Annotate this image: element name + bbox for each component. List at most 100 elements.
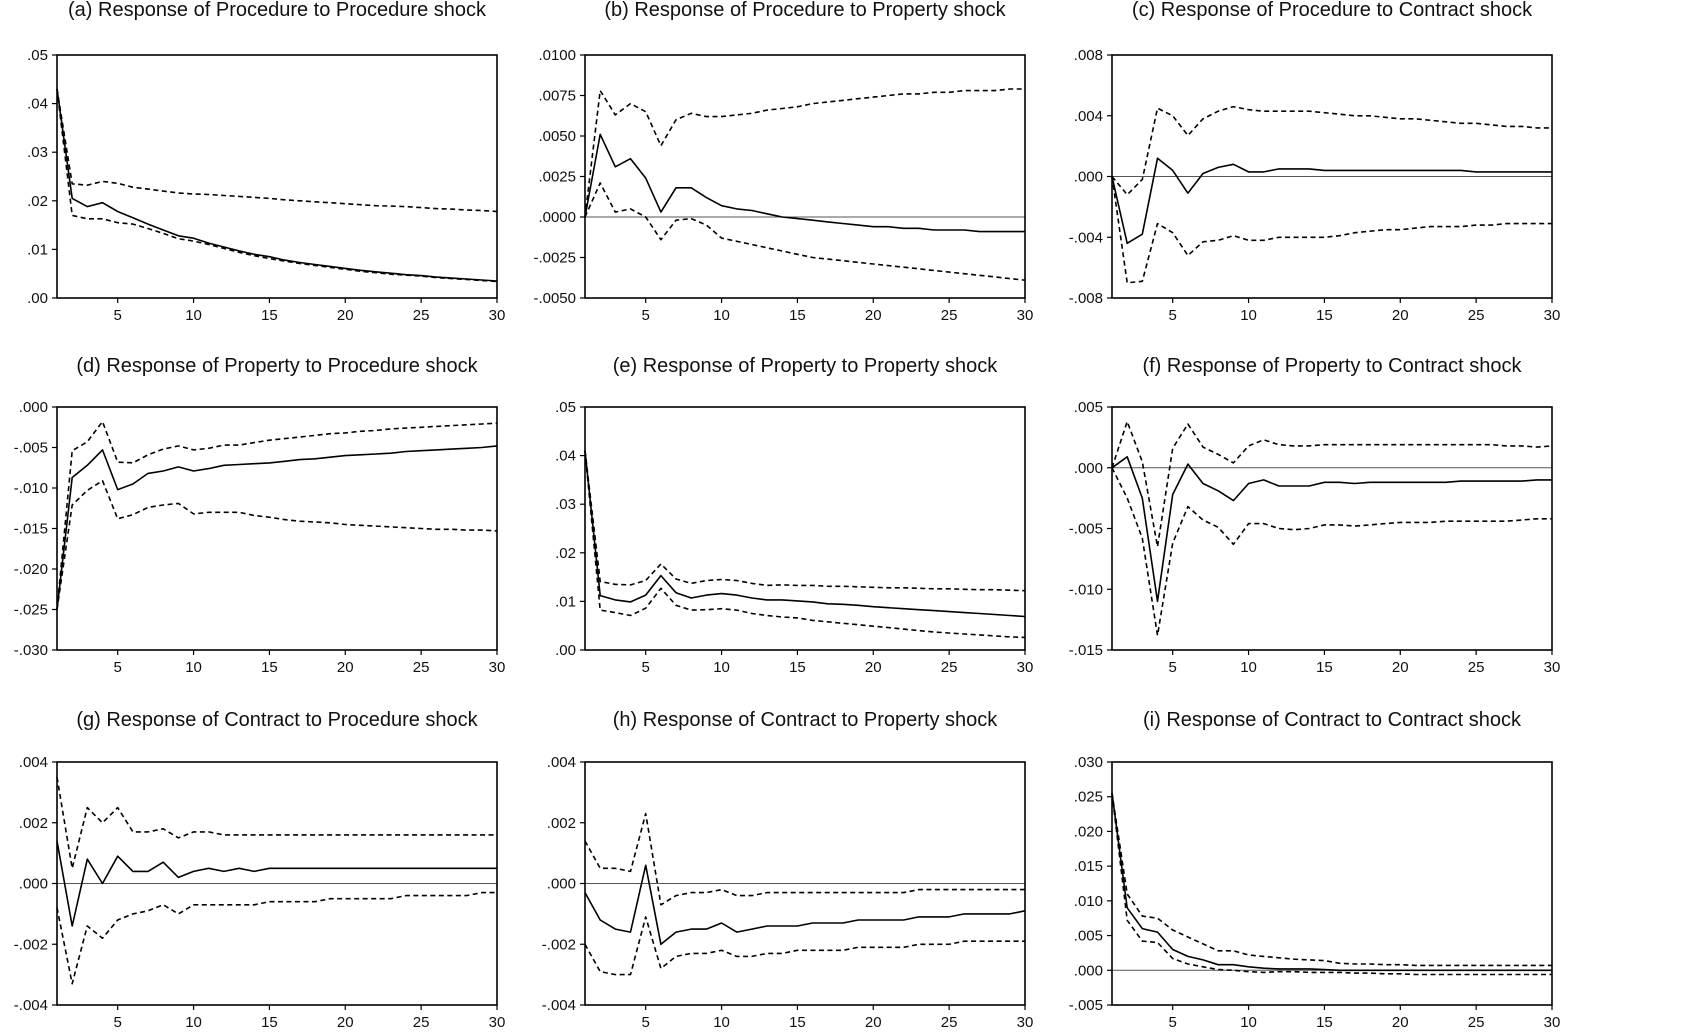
x-tick-label: 15 (261, 1014, 278, 1031)
x-tick-label: 10 (1240, 1014, 1257, 1031)
x-tick-label: 20 (1392, 659, 1409, 676)
response-line (584, 864, 1026, 946)
y-tick-label: -.008 (1069, 290, 1103, 307)
x-tick-label: 20 (865, 659, 882, 676)
y-tick-label: -.020 (14, 561, 48, 578)
x-tick-label: 15 (789, 659, 806, 676)
x-tick-label: 20 (865, 1014, 882, 1031)
y-tick-label: -.025 (14, 602, 48, 619)
x-tick-label: 10 (713, 659, 730, 676)
y-tick-label: .05 (555, 399, 576, 416)
y-tick-label: -.002 (14, 936, 48, 953)
irf-chart: (h) Response of Contract to Property sho… (542, 709, 1034, 1031)
irf-chart: (f) Response of Property to Contract sho… (1069, 355, 1561, 676)
x-tick-label: 5 (642, 307, 650, 324)
y-tick-label: .01 (27, 241, 48, 258)
y-tick-label: .00 (555, 642, 576, 659)
y-tick-label: .002 (19, 815, 48, 832)
y-tick-label: .004 (19, 754, 48, 771)
confidence-band-upper (1111, 420, 1553, 548)
x-tick-label: 5 (114, 307, 122, 324)
x-tick-label: 15 (789, 1014, 806, 1031)
y-tick-label: .005 (1074, 928, 1103, 945)
y-tick-label: -.002 (542, 936, 576, 953)
confidence-band-upper (584, 812, 1025, 906)
confidence-band-lower (1111, 176, 1552, 284)
x-tick-label: 15 (261, 659, 278, 676)
y-tick-label: .05 (27, 47, 48, 64)
plot-frame (584, 406, 1026, 651)
x-tick-label: 20 (865, 307, 882, 324)
confidence-band-upper (56, 420, 498, 610)
x-tick-label: 10 (713, 307, 730, 324)
confidence-band-lower (1111, 793, 1552, 976)
y-tick-label: -.004 (542, 997, 576, 1014)
y-tick-label: .000 (19, 876, 48, 893)
confidence-band-upper (1111, 793, 1552, 967)
chart-title: (c) Response of Procedure to Contract sh… (1132, 0, 1533, 21)
confidence-band-upper (1111, 105, 1552, 196)
irf-panel-h: (h) Response of Contract to Property sho… (528, 0, 1096, 1036)
x-tick-label: 25 (413, 1014, 430, 1031)
y-tick-label: .002 (547, 815, 576, 832)
y-tick-label: .030 (1074, 754, 1103, 771)
irf-panel-f: (f) Response of Property to Contract sho… (1055, 0, 1623, 1036)
response-line (56, 840, 497, 927)
x-tick-label: 30 (1017, 1014, 1034, 1031)
y-tick-label: .0000 (538, 209, 576, 226)
y-tick-label: .008 (1074, 47, 1103, 64)
irf-chart: (a) Response of Procedure to Procedure s… (27, 0, 505, 324)
x-tick-label: 5 (114, 659, 122, 676)
y-tick-label: .000 (547, 876, 576, 893)
confidence-band-upper (56, 777, 497, 870)
y-tick-label: -.010 (1069, 581, 1103, 598)
confidence-band-lower (1111, 467, 1552, 637)
x-tick-label: 10 (1240, 659, 1257, 676)
x-tick-label: 5 (114, 1014, 122, 1031)
y-tick-label: .004 (547, 754, 576, 771)
response-line (584, 133, 1025, 233)
x-tick-label: 30 (1544, 1014, 1561, 1031)
y-tick-label: -.005 (14, 440, 48, 457)
irf-chart: (g) Response of Contract to Procedure sh… (14, 709, 506, 1031)
x-tick-label: 30 (1544, 659, 1561, 676)
x-tick-label: 30 (1544, 307, 1561, 324)
irf-panel-c: (c) Response of Procedure to Contract sh… (1055, 0, 1623, 1036)
y-tick-label: -.015 (1069, 642, 1103, 659)
x-tick-label: 20 (337, 659, 354, 676)
x-tick-label: 15 (1316, 307, 1333, 324)
x-tick-label: 25 (413, 307, 430, 324)
x-tick-label: 5 (642, 1014, 650, 1031)
chart-title: (g) Response of Contract to Procedure sh… (76, 709, 478, 731)
plot-frame (56, 54, 498, 299)
x-tick-label: 20 (337, 307, 354, 324)
confidence-band-upper (56, 88, 498, 213)
y-tick-label: .01 (555, 593, 576, 610)
irf-panel-g: (g) Response of Contract to Procedure sh… (0, 0, 568, 1036)
y-tick-label: .00 (27, 290, 48, 307)
response-line (1111, 793, 1552, 972)
y-tick-label: .0050 (538, 128, 576, 145)
x-tick-label: 25 (1468, 1014, 1485, 1031)
x-tick-label: 15 (789, 307, 806, 324)
x-tick-label: 25 (941, 307, 958, 324)
y-tick-label: .015 (1074, 858, 1103, 875)
x-tick-label: 10 (185, 1014, 202, 1031)
irf-chart: (i) Response of Contract to Contract sho… (1069, 709, 1561, 1031)
chart-title: (e) Response of Property to Property sho… (613, 355, 999, 377)
x-tick-label: 30 (489, 1014, 506, 1031)
irf-panel-d: (d) Response of Property to Procedure sh… (0, 0, 568, 1036)
y-tick-label: .000 (1074, 460, 1103, 477)
x-tick-label: 25 (941, 1014, 958, 1031)
response-line (56, 445, 498, 610)
x-tick-label: 15 (261, 307, 278, 324)
y-tick-label: .010 (1074, 893, 1103, 910)
x-tick-label: 20 (337, 1014, 354, 1031)
confidence-band-lower (584, 916, 1025, 976)
x-tick-label: 25 (1468, 659, 1485, 676)
y-tick-label: .000 (1074, 169, 1103, 186)
irf-panel-e: (e) Response of Property to Property sho… (528, 0, 1096, 1036)
y-tick-label: -.0025 (533, 250, 576, 267)
y-tick-label: .03 (27, 144, 48, 161)
y-tick-label: -.0050 (533, 290, 576, 307)
